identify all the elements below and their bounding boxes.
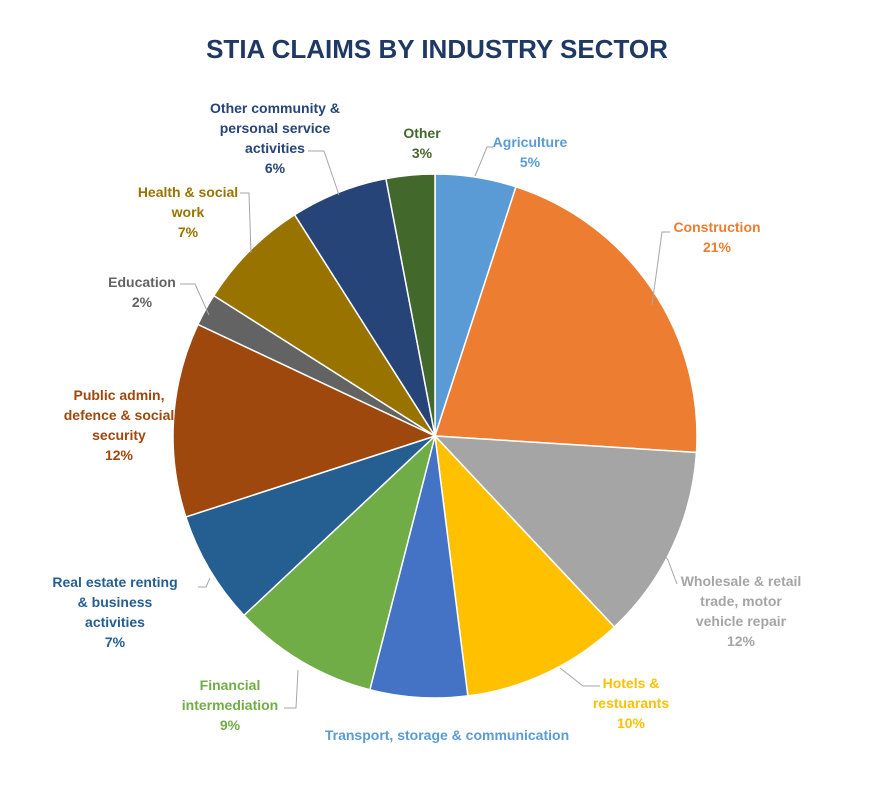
leader-line-1 — [474, 146, 493, 177]
slice-label-12: Other 3% — [403, 125, 441, 161]
slice-label-line: restuarants — [593, 695, 669, 711]
leader-line-2 — [651, 231, 670, 306]
leader-line-4 — [559, 667, 600, 687]
pie-slice-3 — [433, 435, 698, 629]
slice-label-10: Health & social work 7% — [138, 184, 238, 240]
slice-label-line: Real estate renting — [52, 574, 177, 590]
slice-label-line: personal service — [220, 120, 331, 136]
slice-label-line: Agriculture — [493, 134, 568, 150]
slice-label-line: 9% — [220, 717, 241, 733]
leader-line-11 — [308, 150, 340, 196]
slice-label-line: Hotels & — [603, 675, 660, 691]
slice-label-line: 10% — [617, 715, 646, 731]
leader-line-3 — [663, 554, 678, 585]
leader-line-9 — [180, 283, 210, 316]
slice-label-line: intermediation — [182, 697, 278, 713]
slice-label-line: 6% — [265, 160, 286, 176]
slice-label-line: 2% — [132, 294, 153, 310]
slice-label-line: Financial — [200, 677, 261, 693]
pie-slice-7 — [184, 435, 436, 617]
slice-label-line: 12% — [105, 447, 134, 463]
slice-label-line: defence & social — [64, 407, 175, 423]
pie-slice-6 — [242, 433, 437, 691]
pie-slice-10 — [212, 213, 436, 437]
pie-slice-8 — [172, 323, 438, 518]
pie-slices — [172, 173, 698, 699]
slice-label-line: vehicle repair — [696, 613, 787, 629]
pie-slice-4 — [433, 433, 616, 697]
leader-lines — [180, 146, 678, 709]
slice-label-line: 5% — [520, 154, 541, 170]
slice-label-6: Financial intermediation 9% — [182, 677, 278, 733]
slice-label-line: Other community & — [210, 100, 340, 116]
slice-label-4: Hotels & restuarants 10% — [593, 675, 669, 731]
slice-label-line: Transport, storage & communication — [325, 727, 569, 743]
slice-label-line: Wholesale & retail — [681, 573, 802, 589]
slice-label-2: Construction 21% — [673, 219, 760, 255]
slice-label-line: Health & social — [138, 184, 238, 200]
slice-label-1: Agriculture 5% — [493, 134, 568, 170]
leader-line-6 — [284, 669, 299, 709]
slice-label-line: 21% — [703, 239, 732, 255]
slice-label-line: 3% — [412, 145, 433, 161]
chart-title: STIA CLAIMS BY INDUSTRY SECTOR — [206, 34, 668, 64]
pie-slice-12 — [385, 173, 436, 437]
slice-label-line: & business — [78, 594, 153, 610]
slice-label-11: Other community & personal service activit… — [210, 100, 340, 176]
slice-label-line: trade, motor — [700, 593, 782, 609]
slice-label-line: activities — [85, 614, 145, 630]
slice-label-line: 7% — [178, 224, 199, 240]
slice-label-7: Real estate renting & business activities 7… — [52, 574, 177, 650]
slice-label-line: 12% — [727, 633, 756, 649]
slice-label-line: 7% — [105, 634, 126, 650]
slice-label-line: security — [92, 427, 146, 443]
slice-label-line: Construction — [673, 219, 760, 235]
leader-line-10 — [240, 192, 252, 254]
pie-slice-2 — [433, 185, 698, 454]
slice-label-9: Education 2% — [108, 274, 176, 310]
slice-label-8: Public admin, defence & social security 12% — [64, 387, 175, 463]
slice-label-3: Wholesale & retail trade, motor vehicle re… — [681, 573, 802, 649]
slice-label-5: Transport, storage & communication — [325, 727, 569, 743]
slice-label-line: Education — [108, 274, 176, 290]
slice-label-line: Public admin, — [73, 387, 164, 403]
slice-label-line: Other — [403, 125, 441, 141]
leader-line-7 — [198, 577, 211, 588]
slice-label-line: activities — [245, 140, 305, 156]
slice-labels: Agriculture 5% Construction 21% Wholesale & … — [52, 100, 801, 743]
slice-label-line: work — [171, 204, 205, 220]
